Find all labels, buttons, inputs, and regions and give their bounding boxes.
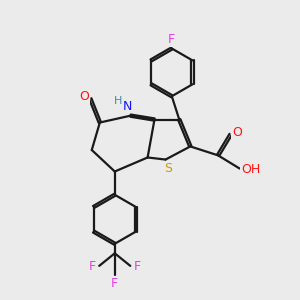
- Text: H: H: [114, 96, 122, 106]
- Text: F: F: [168, 33, 175, 46]
- Text: OH: OH: [241, 163, 261, 176]
- Text: F: F: [111, 277, 118, 290]
- Text: O: O: [79, 90, 88, 103]
- Text: F: F: [133, 260, 140, 273]
- Text: N: N: [123, 100, 132, 112]
- Text: S: S: [164, 162, 172, 175]
- Text: O: O: [232, 127, 242, 140]
- Text: F: F: [89, 260, 96, 273]
